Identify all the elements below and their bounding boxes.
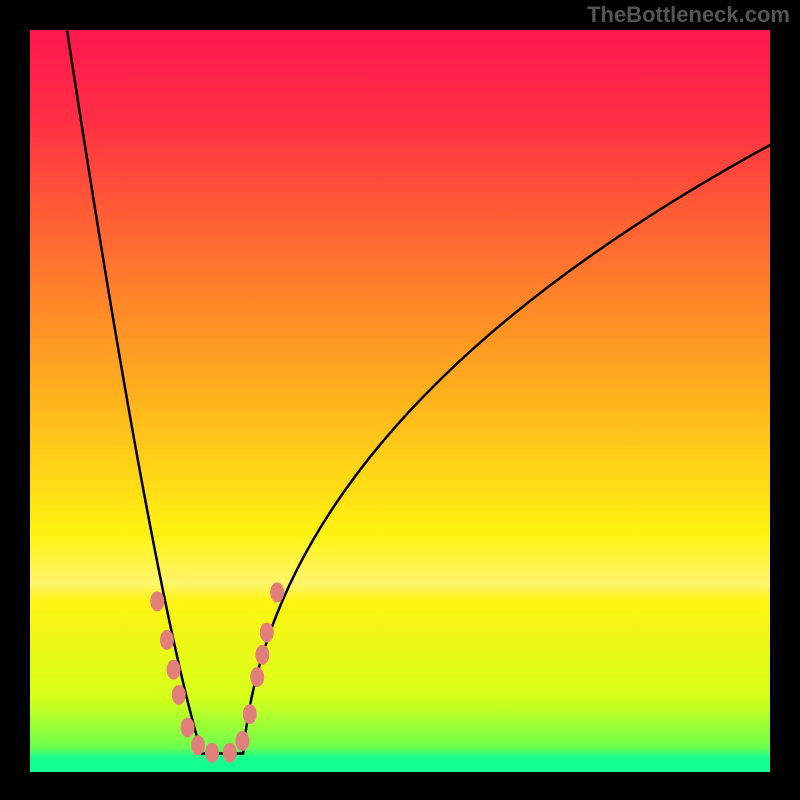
data-marker — [223, 743, 237, 763]
bottleneck-chart — [0, 0, 800, 800]
data-marker — [191, 735, 205, 755]
data-marker — [243, 704, 257, 724]
plot-background — [30, 30, 770, 772]
data-marker — [181, 717, 195, 737]
data-marker — [167, 660, 181, 680]
data-marker — [150, 591, 164, 611]
data-marker — [160, 630, 174, 650]
data-marker — [205, 743, 219, 763]
data-marker — [172, 685, 186, 705]
data-marker — [260, 623, 274, 643]
data-marker — [250, 667, 264, 687]
chart-container: TheBottleneck.com — [0, 0, 800, 800]
data-marker — [235, 731, 249, 751]
data-marker — [270, 582, 284, 602]
data-marker — [255, 645, 269, 665]
